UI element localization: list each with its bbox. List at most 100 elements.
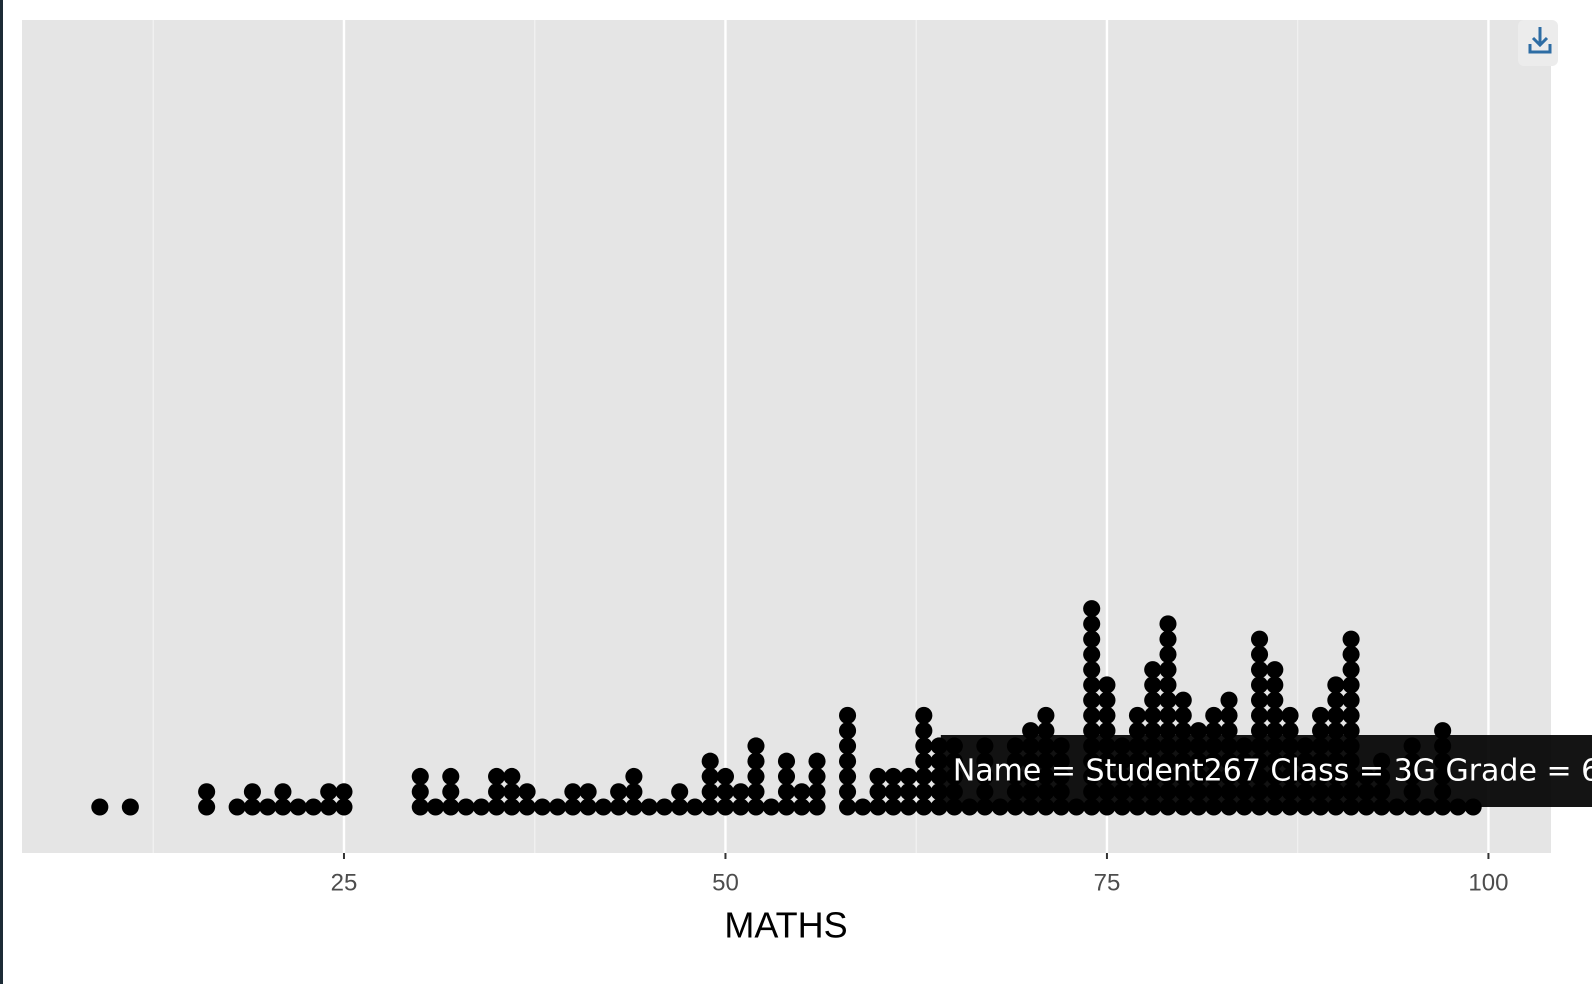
x-tick-label: 75 xyxy=(1094,869,1121,896)
x-axis-title: MATHS xyxy=(724,905,847,946)
dot xyxy=(838,767,857,786)
dot xyxy=(915,722,933,740)
dot xyxy=(1159,645,1177,663)
dot xyxy=(884,767,902,786)
dot xyxy=(1342,691,1360,709)
dot xyxy=(869,798,887,816)
dot xyxy=(625,798,643,816)
dot xyxy=(1174,722,1192,740)
dot xyxy=(1250,676,1269,694)
dot xyxy=(1220,722,1238,740)
dot xyxy=(472,798,490,816)
dot xyxy=(884,798,902,816)
dot xyxy=(1327,722,1345,740)
dot xyxy=(442,798,460,816)
dot xyxy=(1037,706,1055,724)
dot xyxy=(610,783,628,801)
dot xyxy=(1144,706,1162,724)
dot xyxy=(1144,691,1162,709)
x-tick-label: 25 xyxy=(331,869,358,896)
dot xyxy=(426,798,445,816)
dot xyxy=(915,706,933,724)
dot xyxy=(1327,691,1345,709)
dot xyxy=(1281,706,1299,724)
dot xyxy=(793,783,811,801)
dot xyxy=(1174,706,1192,724)
dot xyxy=(747,752,765,770)
dot xyxy=(1434,722,1452,740)
dot xyxy=(671,798,689,816)
dot xyxy=(747,737,765,755)
tooltip: Name = Student267 Class = 3G Grade = 63 xyxy=(940,735,1592,807)
dot xyxy=(1098,691,1116,709)
dot xyxy=(1098,706,1116,724)
dot xyxy=(1220,691,1238,709)
dot xyxy=(838,798,857,816)
dot xyxy=(1159,615,1177,633)
dot xyxy=(640,798,658,816)
dot xyxy=(1250,661,1269,679)
dot xyxy=(625,767,643,786)
dot xyxy=(533,798,551,816)
dot xyxy=(411,767,429,786)
dot xyxy=(503,767,521,786)
dot xyxy=(1342,661,1360,679)
dot xyxy=(777,783,796,801)
tooltip-text: Name = Student267 Class = 3G Grade = 63 xyxy=(953,754,1592,789)
dot xyxy=(716,783,735,801)
dot xyxy=(1128,706,1147,724)
dot xyxy=(1281,722,1299,740)
dot xyxy=(1250,645,1269,663)
dot xyxy=(671,783,689,801)
dot xyxy=(625,783,643,801)
dot xyxy=(1266,661,1284,679)
dot xyxy=(838,783,857,801)
download-icon[interactable] xyxy=(1528,27,1552,54)
dot xyxy=(1083,630,1101,648)
dot xyxy=(777,798,796,816)
dot xyxy=(701,752,719,770)
dot xyxy=(1205,706,1223,724)
dot xyxy=(518,783,536,801)
dot xyxy=(442,783,460,801)
dot xyxy=(1159,722,1177,740)
dot xyxy=(1083,706,1101,724)
dot xyxy=(1327,706,1345,724)
dot xyxy=(808,798,826,816)
dot xyxy=(747,798,765,816)
dot xyxy=(91,798,109,816)
dot xyxy=(549,798,567,816)
dot xyxy=(304,798,323,816)
dot xyxy=(274,783,292,801)
dot xyxy=(838,737,857,755)
dot xyxy=(747,767,765,786)
dot xyxy=(1083,691,1101,709)
dot xyxy=(1266,722,1284,740)
dot xyxy=(335,783,353,801)
dot xyxy=(1342,630,1360,648)
dot xyxy=(884,783,902,801)
dot xyxy=(1266,706,1284,724)
dot xyxy=(854,798,872,816)
dot xyxy=(701,783,719,801)
dot xyxy=(1312,722,1330,740)
dot xyxy=(243,783,261,801)
dot xyxy=(503,783,521,801)
dot xyxy=(488,767,506,786)
dot xyxy=(900,783,918,801)
dot xyxy=(488,783,506,801)
dot xyxy=(1342,645,1360,663)
dot xyxy=(701,798,719,816)
dot xyxy=(1250,630,1269,648)
download-button[interactable] xyxy=(1518,20,1558,66)
dot xyxy=(915,737,933,755)
dot xyxy=(198,798,216,816)
dot xyxy=(701,767,719,786)
dot xyxy=(1205,722,1223,740)
dot xyxy=(686,798,704,816)
dot xyxy=(1128,722,1147,740)
dot xyxy=(1250,706,1269,724)
dot xyxy=(1144,676,1162,694)
dot xyxy=(442,767,460,786)
